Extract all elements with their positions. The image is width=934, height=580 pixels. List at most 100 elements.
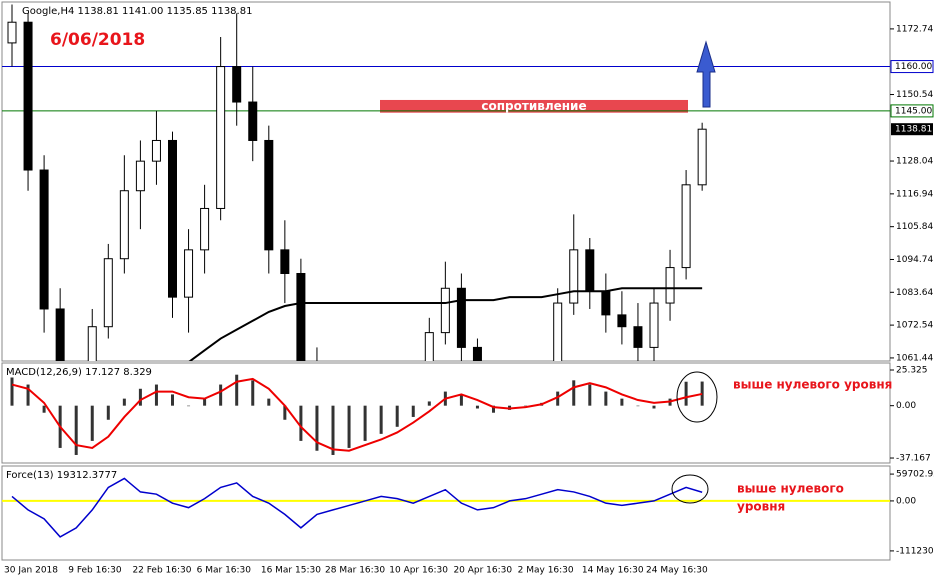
- candle-body: [424, 332, 434, 361]
- x-tick-label: 24 May 16:30: [646, 566, 708, 576]
- plot-layer: 1172.74 1150.54 1128.04 1116.94 1105.84 1094.…: [2, 4, 934, 576]
- macd-bar: [171, 394, 174, 406]
- candle-body: [681, 184, 691, 269]
- candle-body: [601, 290, 611, 316]
- candle-body: [585, 249, 595, 292]
- x-tick-label: 16 Mar 15:30: [261, 566, 321, 576]
- y-tick-label: -111230.3: [896, 546, 934, 556]
- macd-annotation: выше нулевого уровня: [733, 378, 892, 392]
- x-tick-label: 6 Mar 16:30: [197, 566, 252, 576]
- level-label: 1160.00: [895, 62, 932, 72]
- macd-bar: [203, 398, 207, 406]
- macd-bar: [299, 405, 303, 441]
- force-title: Force(13) 19312.3777: [6, 470, 117, 481]
- candle-body: [296, 272, 306, 361]
- candle-body: [649, 302, 659, 348]
- candle-body: [168, 139, 177, 298]
- candle-body: [7, 21, 17, 44]
- price-label: 1138.81: [895, 125, 932, 135]
- moving-average: [188, 287, 703, 361]
- date-annotation: 6/06/2018: [50, 30, 145, 50]
- price-label-box: [891, 123, 933, 136]
- candle-body: [23, 21, 33, 171]
- macd-bar: [90, 405, 94, 441]
- macd-bar: [572, 380, 576, 406]
- candle-body: [232, 66, 242, 103]
- y-tick-label: 1061.44: [896, 353, 933, 363]
- y-tick-label: 1150.54: [896, 90, 933, 100]
- panel-marks: [10, 374, 704, 455]
- candle-body: [264, 139, 274, 251]
- x-tick-label: 22 Feb 16:30: [132, 566, 191, 576]
- candle-body: [103, 258, 113, 328]
- macd-bar: [604, 391, 608, 406]
- macd-bar: [588, 384, 592, 406]
- signal-line: [11, 377, 703, 452]
- macd-bar: [684, 381, 688, 406]
- candle-body: [248, 101, 258, 141]
- macd-bar: [42, 405, 46, 413]
- force-annotation: выше нулевого: [737, 482, 844, 496]
- macd-bar: [235, 374, 239, 406]
- force-line: [11, 477, 703, 538]
- macd-panel: [1, 362, 891, 464]
- y-tick-label: 1083.64: [896, 288, 933, 298]
- level-label: 1145.00: [895, 106, 932, 116]
- candle-body: [87, 326, 97, 361]
- force-panel: [1, 465, 891, 561]
- macd-bar: [524, 405, 528, 407]
- macd-bar: [315, 405, 319, 451]
- level-label-box: [890, 104, 934, 118]
- macd-bar: [363, 405, 367, 441]
- candle-body: [55, 308, 65, 361]
- x-tick-label: 9 Feb 16:30: [68, 566, 122, 576]
- panel-marks: [2, 4, 890, 361]
- candle-body: [553, 302, 563, 361]
- y-tick-label: 1172.74: [896, 24, 933, 34]
- up-arrow: [696, 40, 716, 108]
- candle-body: [135, 160, 145, 192]
- macd-bar: [556, 391, 560, 406]
- resistance-zone: [380, 99, 688, 113]
- macd-bar: [26, 384, 30, 406]
- y-tick-label: 1105.84: [896, 222, 933, 232]
- macd-bar: [122, 398, 126, 406]
- macd-bar: [10, 377, 14, 406]
- macd-title: MACD(12,26,9) 17.127 8.329: [6, 367, 152, 378]
- macd-bar: [347, 405, 351, 448]
- y-tick-label: 1128.04: [896, 157, 933, 167]
- macd-bar: [138, 388, 142, 406]
- y-tick-label: 1116.94: [896, 189, 933, 199]
- chart-title: Google,H4 1138.81 1141.00 1135.85 1138.8…: [22, 6, 252, 17]
- x-tick-label: 14 May 16:30: [582, 566, 644, 576]
- x-tick-label: 30 Jan 2018: [4, 566, 58, 576]
- y-tick-label: 0.00: [896, 496, 916, 506]
- candle-body: [280, 249, 290, 274]
- candle-body: [151, 139, 161, 162]
- macd-bar: [411, 405, 415, 417]
- candle-body: [665, 267, 675, 304]
- macd-bar: [251, 380, 255, 406]
- y-tick-label: -37.167: [896, 454, 931, 464]
- x-tick-label: 10 Apr 16:30: [389, 566, 448, 576]
- macd-bar: [379, 405, 383, 434]
- x-tick-label: 28 Mar 16:30: [325, 566, 385, 576]
- highlight-circle: [676, 371, 718, 423]
- macd-bar: [475, 405, 479, 409]
- resistance-label: сопротивление: [481, 99, 586, 113]
- candle-body: [569, 249, 579, 304]
- macd-bar: [331, 405, 335, 455]
- y-tick-label: 1072.54: [896, 321, 933, 331]
- candle-body: [456, 287, 466, 348]
- level-label-box: [890, 60, 934, 74]
- candle-body: [200, 207, 210, 251]
- candle-body: [633, 326, 643, 348]
- x-tick-label: 2 May 16:30: [518, 566, 574, 576]
- macd-bar: [283, 405, 287, 420]
- candle-body: [440, 287, 450, 334]
- force-annotation: уровня: [737, 500, 785, 514]
- macd-bar: [620, 398, 624, 406]
- y-tick-label: 25.325: [896, 366, 928, 376]
- macd-bar: [652, 405, 656, 409]
